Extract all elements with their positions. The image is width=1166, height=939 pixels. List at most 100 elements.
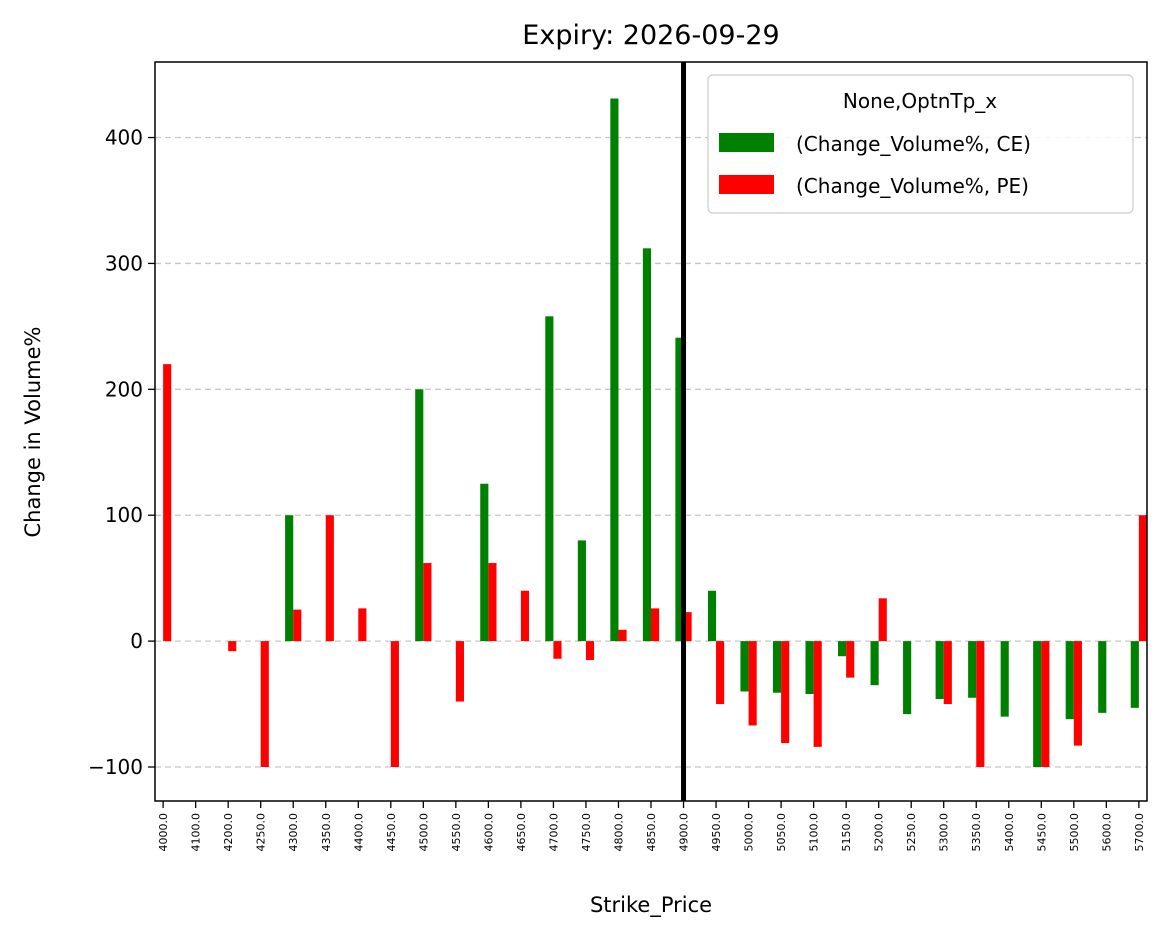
x-tick-label-17: 4950.0 (710, 813, 723, 852)
bar-ce-5150.0 (838, 641, 847, 657)
bar-pe-5200.0 (878, 598, 887, 642)
bar-ce-5400.0 (1000, 641, 1009, 717)
x-tick-label-1: 4100.0 (190, 813, 203, 852)
x-tick-label-11: 4650.0 (515, 813, 528, 852)
x-tick-label-2: 4200.0 (222, 813, 235, 852)
bar-ce-5100.0 (805, 641, 814, 694)
bar-pe-4850.0 (651, 608, 660, 642)
bar-pe-4250.0 (260, 641, 269, 768)
y-axis-ticks: −100 0 100 200 300 400 (88, 126, 155, 779)
bar-pe-5500.0 (1073, 641, 1082, 746)
bar-pe-5300.0 (943, 641, 952, 705)
bar-ce-5600.0 (1098, 641, 1107, 713)
bar-pe-4400.0 (358, 608, 367, 642)
legend-label-ce: (Change_Volume%, CE) (796, 132, 1031, 156)
bar-pe-4900.0 (683, 612, 692, 642)
bar-pe-5150.0 (846, 641, 855, 678)
bar-pe-4700.0 (553, 641, 562, 659)
x-tick-label-19: 5050.0 (775, 813, 788, 852)
x-tick-label-22: 5200.0 (873, 813, 886, 852)
x-tick-label-8: 4500.0 (417, 813, 430, 852)
x-tick-label-25: 5350.0 (970, 813, 983, 852)
bar-ce-4600.0 (480, 483, 489, 642)
bar-pe-4350.0 (325, 515, 334, 642)
legend-swatch-ce (719, 133, 774, 152)
x-tick-label-6: 4400.0 (352, 813, 365, 852)
x-tick-label-14: 4800.0 (612, 813, 625, 852)
legend-box (707, 74, 1134, 214)
bar-pe-4300.0 (293, 609, 302, 642)
x-tick-label-15: 4850.0 (645, 813, 658, 852)
x-tick-label-28: 5500.0 (1068, 813, 1081, 852)
bar-pe-4800.0 (618, 629, 627, 642)
x-tick-label-26: 5400.0 (1003, 813, 1016, 852)
x-tick-label-4: 4300.0 (287, 813, 300, 852)
x-tick-label-24: 5300.0 (938, 813, 951, 852)
x-tick-label-27: 5450.0 (1035, 813, 1048, 852)
x-tick-label-7: 4450.0 (385, 813, 398, 852)
y-tick-label-1: 0 (130, 629, 143, 653)
legend-title: None,OptnTp_x (843, 89, 997, 113)
bar-ce-4850.0 (642, 248, 651, 642)
bar-pe-4550.0 (455, 641, 464, 702)
x-tick-label-3: 4250.0 (255, 813, 268, 852)
bar-pe-4500.0 (423, 563, 432, 642)
bar-ce-4700.0 (545, 316, 554, 642)
bar-ce-5300.0 (935, 641, 944, 700)
x-tick-label-13: 4750.0 (580, 813, 593, 852)
bar-ce-4500.0 (415, 389, 424, 642)
y-tick-label-4: 300 (105, 251, 143, 275)
x-tick-label-16: 4900.0 (678, 813, 691, 852)
x-tick-label-10: 4600.0 (482, 813, 495, 852)
y-axis-label: Change in Volume% (21, 327, 45, 538)
legend-label-pe: (Change_Volume%, PE) (796, 174, 1029, 198)
x-tick-label-5: 4350.0 (320, 813, 333, 852)
y-tick-label-2: 100 (105, 503, 143, 527)
bar-pe-4450.0 (390, 641, 399, 768)
x-tick-label-29: 5600.0 (1100, 813, 1113, 852)
bar-ce-5250.0 (903, 641, 912, 715)
bar-ce-4900.0 (675, 337, 684, 642)
x-tick-label-12: 4700.0 (547, 813, 560, 852)
bars (163, 98, 1147, 768)
bar-pe-5100.0 (813, 641, 822, 747)
legend: None,OptnTp_x (Change_Volume%, CE) (Chan… (707, 74, 1134, 214)
bar-ce-5200.0 (870, 641, 879, 686)
chart-title: Expiry: 2026-09-29 (522, 20, 779, 51)
bar-ce-5000.0 (740, 641, 749, 692)
bar-pe-5350.0 (976, 641, 985, 768)
x-tick-label-9: 4550.0 (450, 813, 463, 852)
x-tick-label-20: 5100.0 (808, 813, 821, 852)
y-tick-label-5: 400 (105, 126, 143, 150)
bar-pe-5050.0 (781, 641, 790, 744)
y-tick-label-0: −100 (88, 755, 143, 779)
legend-swatch-pe (719, 175, 774, 194)
bar-pe-5000.0 (748, 641, 757, 726)
x-tick-label-0: 4000.0 (157, 813, 170, 852)
bar-ce-4750.0 (577, 540, 586, 642)
bar-pe-4600.0 (488, 563, 497, 642)
bar-pe-4200.0 (228, 641, 237, 652)
bar-pe-4650.0 (520, 590, 530, 642)
bar-ce-5350.0 (968, 641, 977, 698)
x-axis-label: Strike_Price (590, 893, 712, 918)
bar-ce-4950.0 (707, 590, 717, 642)
x-tick-label-21: 5150.0 (840, 813, 853, 852)
bar-ce-5050.0 (772, 641, 782, 693)
x-tick-label-18: 5000.0 (743, 813, 756, 852)
y-tick-label-3: 200 (105, 377, 143, 401)
x-tick-label-23: 5250.0 (905, 813, 918, 852)
bar-ce-5700.0 (1130, 641, 1139, 708)
x-tick-label-30: 5700.0 (1133, 813, 1146, 852)
bar-pe-4950.0 (716, 641, 725, 705)
bar-pe-5450.0 (1041, 641, 1050, 768)
bar-pe-5700.0 (1138, 515, 1147, 642)
bar-pe-4000.0 (163, 364, 172, 642)
bar-pe-4750.0 (585, 641, 595, 660)
bar-ce-4300.0 (285, 515, 294, 642)
bar-ce-4800.0 (610, 98, 619, 642)
bar-ce-5500.0 (1065, 641, 1074, 720)
bar-ce-5450.0 (1033, 641, 1042, 768)
x-axis-ticks: 4000.0 4100.0 4200.0 4250.0 4300.0 4350.0 4400… (157, 801, 1146, 852)
